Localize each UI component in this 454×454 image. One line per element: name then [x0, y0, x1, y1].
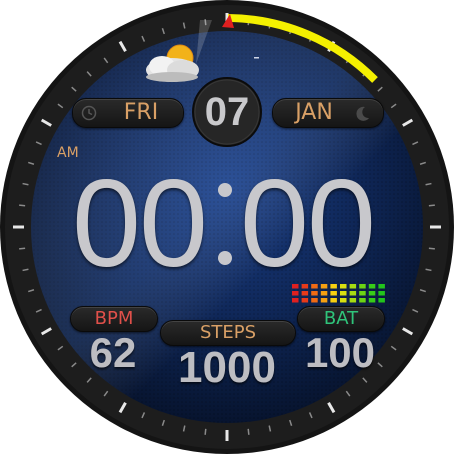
battery-bar-segment [302, 298, 309, 303]
battery-bar-segment [369, 298, 376, 303]
bezel-minor-tick [429, 205, 435, 206]
weekday-pill: FRI [72, 98, 184, 128]
battery-bar-segment [311, 298, 318, 303]
hours-digits: 00 [72, 162, 212, 286]
time-colon-bottom [218, 251, 232, 265]
bezel-minor-tick [19, 248, 25, 249]
weekday-label: FRI [101, 99, 181, 127]
time-colon-top [218, 183, 232, 197]
battery-bar-segment [359, 298, 366, 303]
steps-label: STEPS [161, 322, 295, 344]
battery-bar-segment [378, 291, 385, 296]
bpm-value: 62 [70, 330, 156, 376]
battery-bar-segment [321, 298, 328, 303]
minutes-digits: 00 [240, 162, 380, 286]
bezel-minor-tick [205, 429, 206, 435]
moon-icon [353, 105, 371, 123]
battery-label: BAT [298, 308, 384, 330]
clock-icon [81, 105, 97, 121]
battery-bar-segment [330, 298, 337, 303]
bezel-minor-tick [248, 429, 249, 435]
battery-bar-segment [340, 298, 347, 303]
day-of-month: 07 [193, 88, 261, 136]
month-pill: JAN [272, 98, 384, 128]
battery-bar-segment [292, 298, 299, 303]
bpm-label: BPM [71, 308, 157, 330]
steps-value: 1000 [160, 344, 294, 392]
month-label: JAN [279, 99, 349, 127]
battery-value: 100 [290, 330, 390, 376]
bezel-minor-tick [429, 248, 435, 249]
battery-bar-segment [378, 298, 385, 303]
bezel-minor-tick [19, 205, 25, 206]
battery-bar-segment [350, 298, 357, 303]
